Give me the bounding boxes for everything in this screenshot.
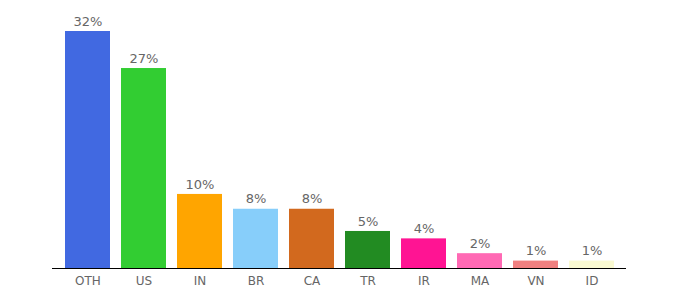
svg-text:10%: 10%: [186, 177, 215, 192]
svg-text:OTH: OTH: [75, 274, 101, 288]
svg-text:ID: ID: [586, 274, 599, 288]
svg-text:32%: 32%: [74, 14, 103, 29]
svg-text:4%: 4%: [414, 221, 435, 236]
svg-text:TR: TR: [359, 274, 376, 288]
svg-text:8%: 8%: [246, 191, 267, 206]
svg-text:US: US: [136, 274, 152, 288]
svg-text:8%: 8%: [302, 191, 323, 206]
svg-text:IN: IN: [194, 274, 207, 288]
svg-text:27%: 27%: [130, 51, 159, 66]
svg-text:1%: 1%: [526, 243, 547, 258]
svg-text:5%: 5%: [358, 214, 379, 229]
svg-text:BR: BR: [248, 274, 265, 288]
svg-text:2%: 2%: [470, 236, 491, 251]
svg-text:VN: VN: [527, 274, 544, 288]
svg-text:MA: MA: [471, 274, 490, 288]
svg-text:CA: CA: [304, 274, 321, 288]
svg-text:1%: 1%: [582, 243, 603, 258]
svg-text:IR: IR: [418, 274, 430, 288]
